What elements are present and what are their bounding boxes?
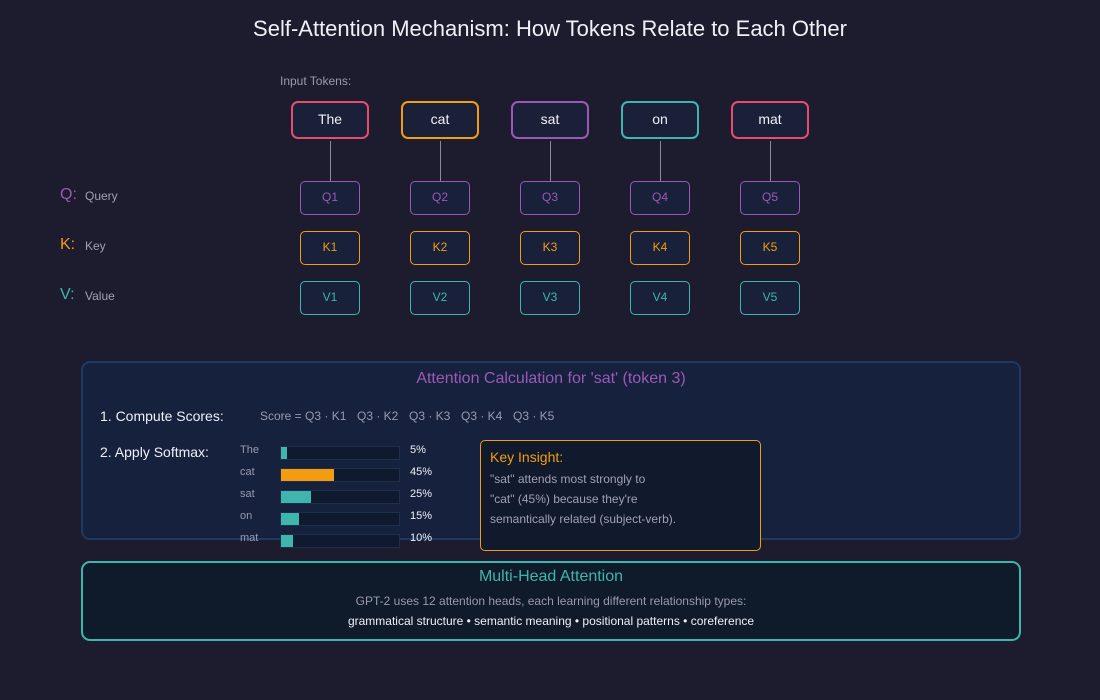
value-vector: V3 (520, 281, 580, 315)
bar-value-sat: 25% (410, 488, 433, 500)
multi-head-attention-panel (81, 561, 1021, 641)
score-term: Q3 · K4 (461, 409, 503, 423)
key-vector: K3 (520, 231, 580, 265)
key-label: Key (85, 239, 106, 253)
bar-value-the: 5% (410, 444, 426, 456)
connector-line (440, 141, 441, 181)
bar-value-cat: 45% (410, 466, 433, 478)
step-apply-softmax: 2. Apply Softmax: (100, 444, 209, 460)
query-vector: Q3 (520, 181, 580, 215)
token-mat: mat (731, 101, 809, 139)
value-vector: V2 (410, 281, 470, 315)
key-letter: K: (60, 236, 76, 253)
connector-line (770, 141, 771, 181)
bar-cat (280, 468, 400, 482)
key-insight-box (480, 440, 761, 551)
key-vector: K1 (300, 231, 360, 265)
connector-line (330, 141, 331, 181)
score-term: Q3 · K3 (409, 409, 451, 423)
value-letter: V: (60, 286, 75, 303)
key-insight-line: "sat" attends most strongly to (490, 472, 646, 486)
score-term: Q3 · K2 (357, 409, 399, 423)
step-compute-scores: 1. Compute Scores: (100, 408, 224, 424)
query-label: Query (85, 189, 118, 203)
value-label: Value (85, 289, 115, 303)
connector-line (550, 141, 551, 181)
key-insight-title: Key Insight: (490, 449, 564, 465)
bar-fill-mat (281, 535, 293, 547)
bar-fill-on (281, 513, 299, 525)
bar-label-on: on (240, 510, 253, 522)
bar-value-mat: 10% (410, 532, 433, 544)
value-vector: V4 (630, 281, 690, 315)
diagram-title: Self-Attention Mechanism: How Tokens Rel… (253, 16, 847, 41)
key-insight-line: "cat" (45%) because they're (490, 492, 638, 506)
bar-fill-sat (281, 491, 311, 503)
bar-label-the: The (240, 444, 259, 456)
bar-the (280, 446, 400, 460)
query-vector: Q1 (300, 181, 360, 215)
input-tokens-label: Input Tokens: (280, 74, 352, 88)
multi-head-types: grammatical structure • semantic meaning… (347, 614, 755, 628)
score-formula: Score = Q3 · K1 (260, 409, 347, 423)
multi-head-description: GPT-2 uses 12 attention heads, each lear… (355, 594, 747, 608)
value-vector: V5 (740, 281, 800, 315)
bar-fill-the (281, 447, 287, 459)
bar-label-sat: sat (240, 488, 255, 500)
score-term: Q3 · K5 (513, 409, 555, 423)
key-vector: K2 (410, 231, 470, 265)
value-vector: V1 (300, 281, 360, 315)
query-letter: Q: (60, 186, 77, 203)
bar-fill-cat (281, 469, 335, 481)
connector-line (660, 141, 661, 181)
bar-on (280, 512, 400, 526)
key-vector: K5 (740, 231, 800, 265)
calculation-title: Attention Calculation for 'sat' (token 3… (416, 370, 686, 387)
bar-value-on: 15% (410, 510, 433, 522)
multi-head-title: Multi-Head Attention (478, 568, 624, 585)
query-vector: Q5 (740, 181, 800, 215)
query-vector: Q2 (410, 181, 470, 215)
token-sat: sat (511, 101, 589, 139)
key-insight-line: semantically related (subject-verb). (490, 512, 677, 526)
key-vector: K4 (630, 231, 690, 265)
token-cat: cat (401, 101, 479, 139)
bar-label-mat: mat (240, 532, 259, 544)
token-on: on (621, 101, 699, 139)
bar-label-cat: cat (240, 466, 255, 478)
token-the: The (291, 101, 369, 139)
query-vector: Q4 (630, 181, 690, 215)
bar-sat (280, 490, 400, 504)
bar-mat (280, 534, 400, 548)
